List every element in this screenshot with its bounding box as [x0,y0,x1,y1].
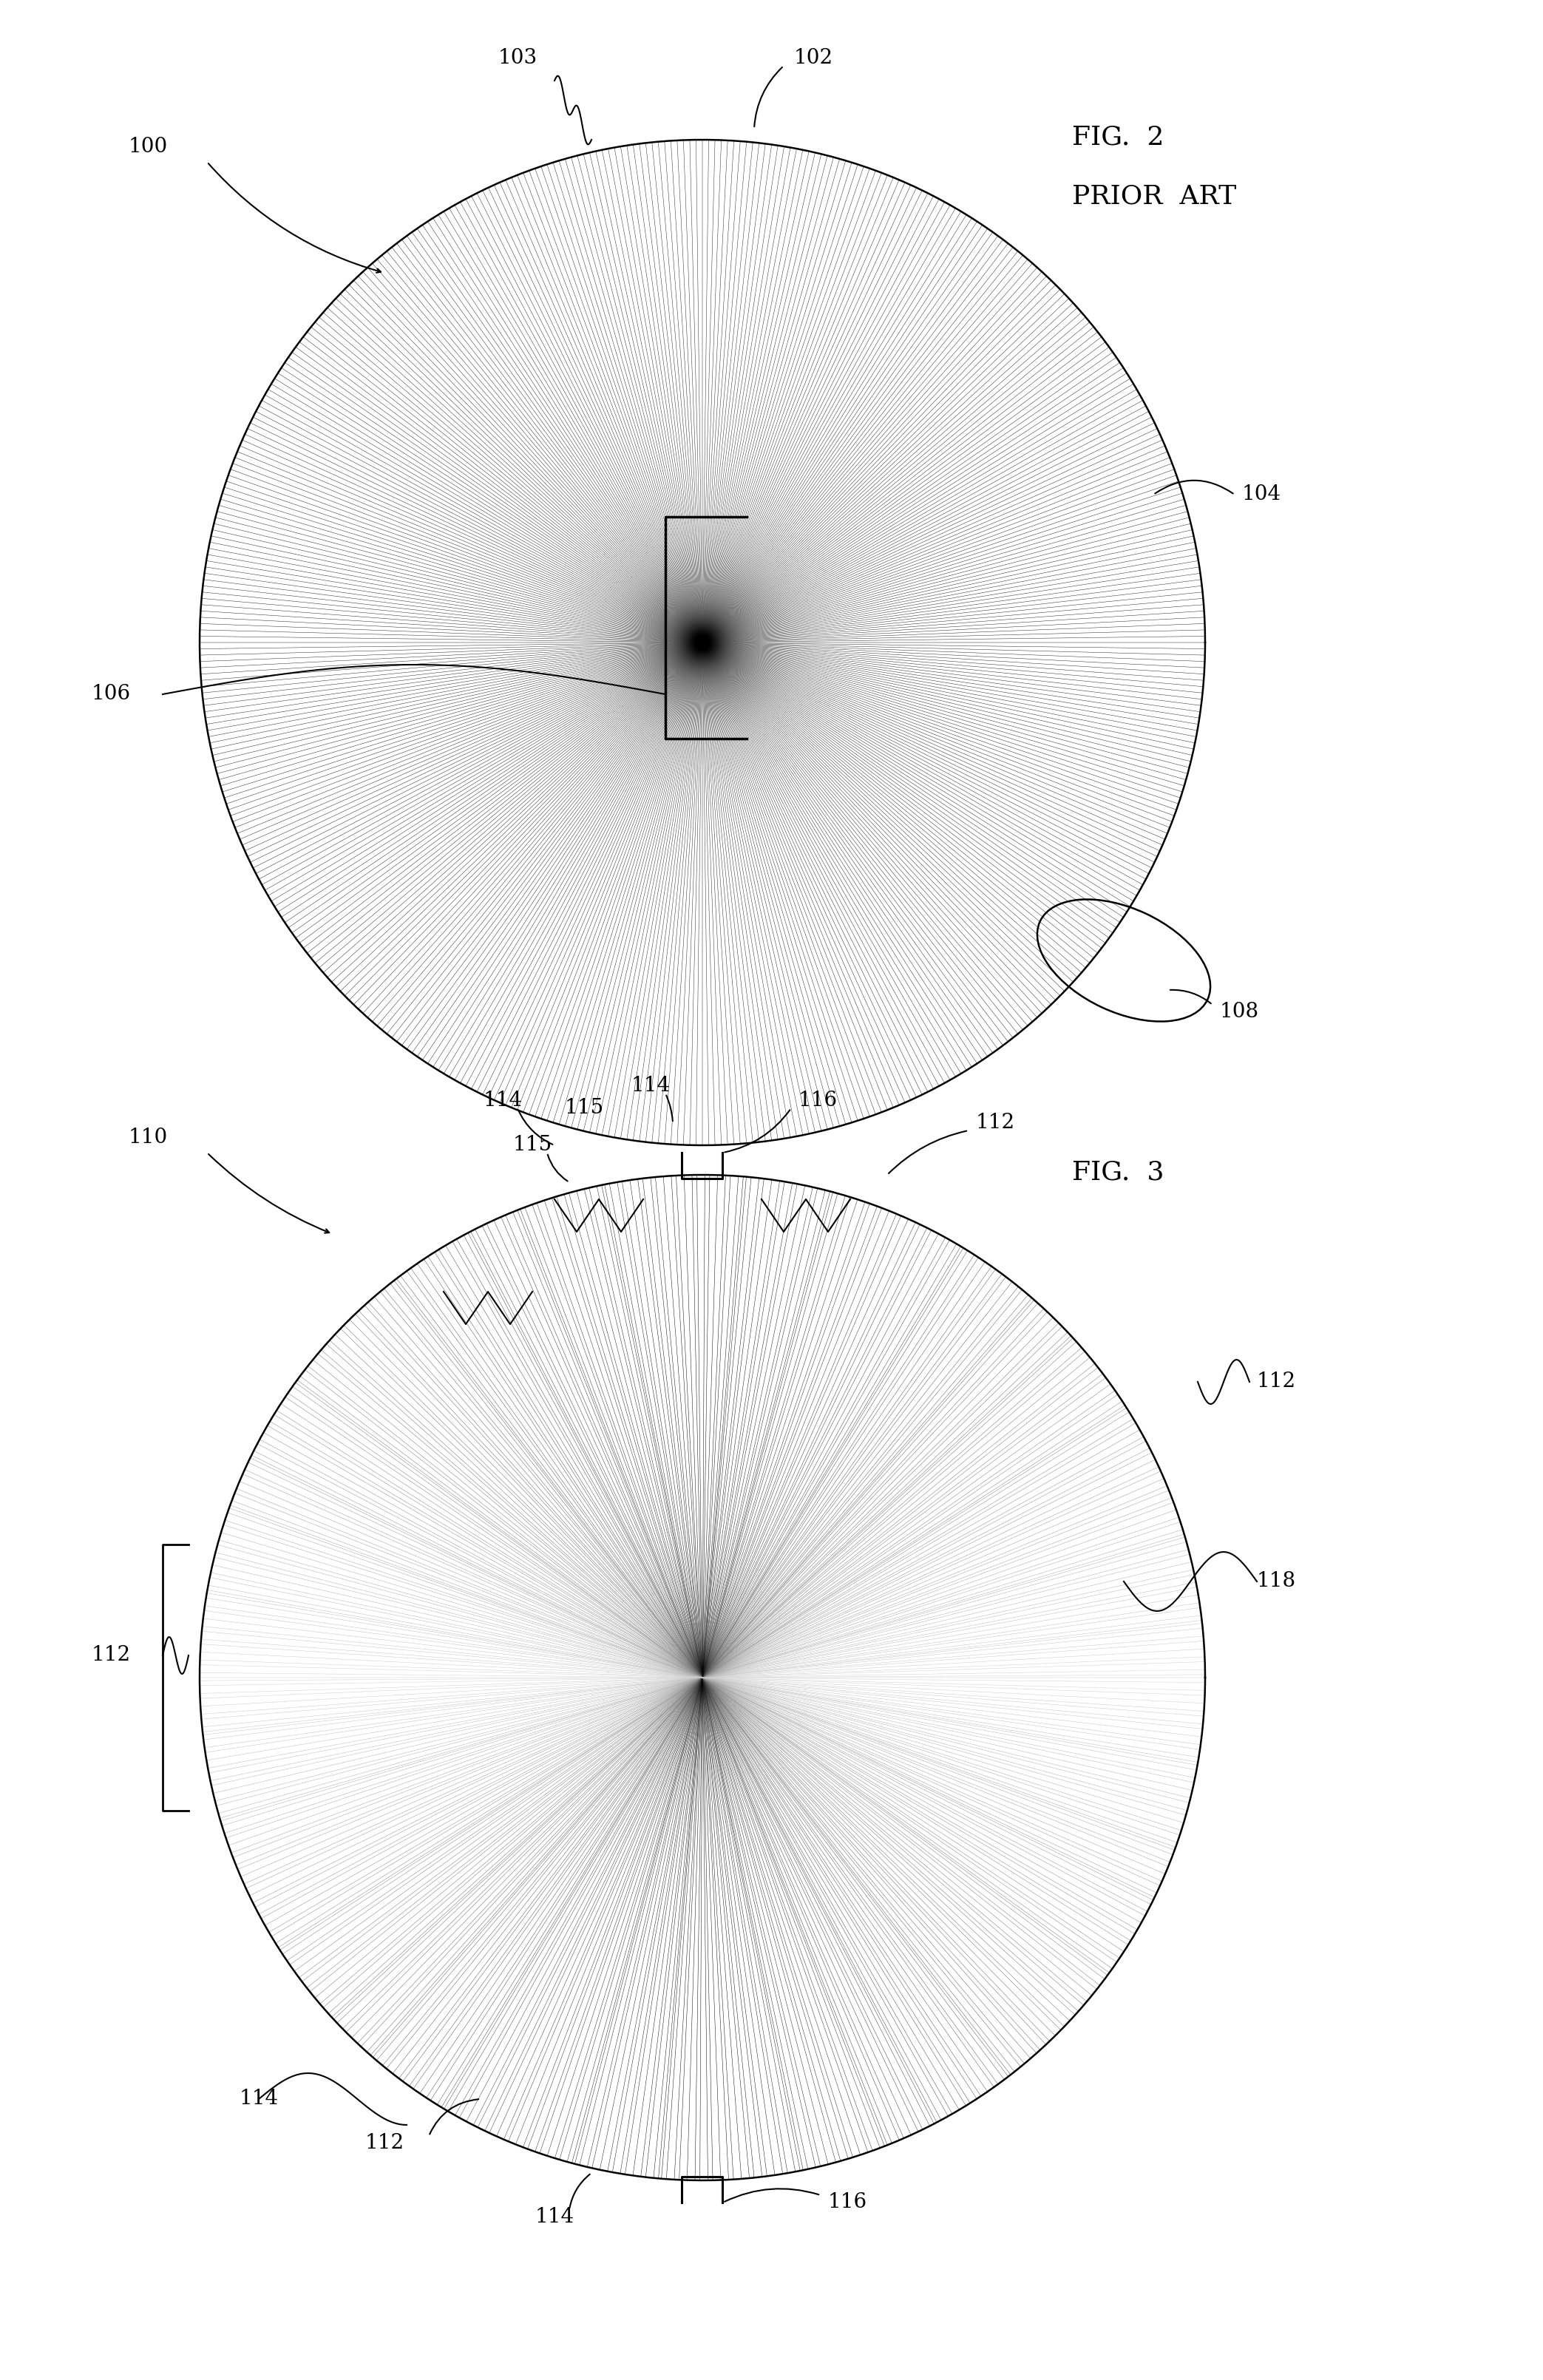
Text: 112: 112 [91,1645,131,1666]
Text: 102: 102 [793,48,833,69]
Text: 115: 115 [565,1097,603,1119]
Text: FIG.  3: FIG. 3 [1072,1159,1163,1185]
Text: 114: 114 [631,1076,670,1097]
Text: 114: 114 [535,2206,574,2228]
Text: 116: 116 [829,2192,867,2213]
Text: 106: 106 [91,685,131,704]
Text: 112: 112 [364,2132,404,2154]
Text: 110: 110 [128,1128,168,1147]
Text: 112: 112 [975,1114,1015,1133]
Text: 100: 100 [128,138,168,157]
Text: 115: 115 [512,1135,552,1154]
Text: 114: 114 [483,1090,523,1111]
Text: 104: 104 [1242,486,1281,505]
Text: 114: 114 [239,2090,278,2109]
Text: FIG.  2: FIG. 2 [1072,126,1163,150]
Text: 112: 112 [1258,1371,1296,1392]
Text: 108: 108 [1221,1002,1259,1021]
Text: 103: 103 [498,48,537,69]
Text: PRIOR  ART: PRIOR ART [1072,183,1236,209]
Text: 118: 118 [1258,1571,1296,1592]
Text: 116: 116 [798,1090,838,1111]
